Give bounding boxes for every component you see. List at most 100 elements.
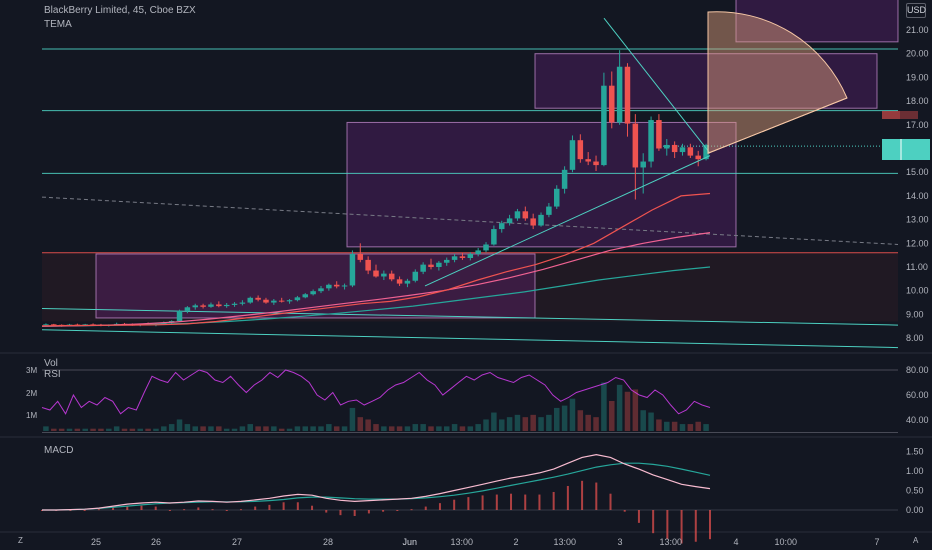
volume-bar [467, 426, 474, 431]
volume-bar [412, 424, 419, 431]
macd-histogram-bar [126, 505, 129, 510]
volume-bar [192, 426, 198, 431]
volume-bar [404, 426, 411, 431]
bottom-right-a-label[interactable]: A [913, 536, 919, 545]
price-axis-tick: 20.00 [906, 49, 929, 59]
volume-bar [475, 424, 481, 431]
volume-bar [671, 421, 678, 431]
volume-bar [420, 424, 426, 431]
volume-bar [341, 426, 348, 431]
macd-histogram-bar [97, 509, 100, 511]
macd-histogram-bar [339, 510, 342, 516]
volume-bar [648, 412, 654, 431]
price-axis-tick: 18.00 [906, 96, 929, 106]
fan-edge-line [707, 97, 848, 154]
macd-axis-tick: 0.00 [906, 505, 924, 515]
volume-bar [161, 426, 167, 431]
alert-marker [882, 111, 900, 119]
macd-histogram-bar [467, 497, 470, 510]
macd-histogram-bar [311, 505, 314, 510]
x-axis-tick: 25 [91, 537, 101, 547]
candle-body [239, 302, 246, 304]
candle-body [176, 310, 183, 322]
volume-bar [396, 426, 403, 431]
macd-histogram-bar [197, 507, 200, 510]
macd-histogram-bar [168, 510, 171, 511]
macd-axis-tick: 1.50 [906, 447, 924, 457]
candle-body [498, 223, 505, 230]
macd-histogram-bar [140, 505, 143, 510]
volume-bar [593, 417, 599, 431]
currency-badge[interactable]: USD [906, 3, 926, 18]
macd-histogram-bar [680, 510, 683, 544]
candle-body [357, 253, 364, 260]
macd-histogram-bar [254, 506, 257, 510]
candle-body [522, 211, 529, 219]
macd-signal-line [42, 462, 711, 511]
macd-histogram-bar [268, 504, 271, 510]
volume-pane-label[interactable]: Vol [44, 358, 58, 369]
volume-bar [208, 426, 214, 431]
candle-body [161, 322, 167, 324]
macd-histogram-bar [566, 485, 569, 510]
macd-histogram-bar [112, 507, 115, 510]
volume-bar [506, 417, 513, 431]
volume-bar [184, 424, 191, 431]
candle-body [318, 288, 324, 292]
volume-bar [483, 419, 489, 431]
candle-body [286, 300, 293, 302]
macd-pane-label[interactable]: MACD [44, 445, 74, 456]
candle-body [310, 291, 316, 295]
volume-bar [168, 424, 175, 431]
macd-histogram-bar [595, 482, 598, 510]
x-axis-tick: 7 [875, 537, 880, 547]
indicator-label-tema[interactable]: TEMA [44, 19, 72, 30]
tema-line [41, 192, 711, 327]
volume-bar [381, 426, 387, 431]
volume-bar [58, 428, 65, 431]
price-axis-tick: 17.00 [906, 120, 929, 130]
volume-bar [443, 426, 450, 431]
volume-bar [530, 414, 536, 431]
volume-bar [223, 428, 230, 431]
candle-body [43, 324, 49, 326]
volume-bar [239, 426, 246, 431]
volume-bar [74, 428, 81, 431]
candle-body [184, 307, 191, 311]
price-axis-tick: 10.00 [906, 286, 929, 296]
macd-histogram-bar [410, 509, 413, 511]
macd-histogram-bar [296, 502, 299, 510]
macd-histogram-bar [239, 509, 242, 511]
x-axis-tick: 3 [618, 537, 623, 547]
volume-bar [82, 428, 88, 431]
candle-body [381, 273, 387, 277]
candle-body [223, 304, 230, 307]
rsi-pane-label[interactable]: RSI [44, 369, 61, 380]
volume-bar [451, 424, 458, 431]
trend-line [41, 307, 899, 326]
candle-body [506, 218, 513, 224]
volume-bar [491, 412, 497, 431]
candle-body [396, 279, 403, 284]
volume-bar [679, 424, 686, 431]
candle-body [451, 256, 458, 260]
volume-bar [656, 419, 662, 431]
rsi-axis-tick: 40.00 [906, 415, 929, 425]
candle-body [679, 147, 686, 153]
volume-bar [616, 384, 623, 431]
volume-bar [365, 419, 371, 431]
volume-bar [153, 428, 159, 431]
bottom-left-z-label[interactable]: Z [18, 536, 23, 545]
candle-body [593, 161, 599, 166]
dashed-trend-line [41, 196, 899, 245]
candle-body [341, 285, 348, 287]
candle-body [671, 144, 678, 153]
candle-body [514, 211, 521, 219]
candle-body [208, 304, 214, 307]
macd-histogram-bar [154, 506, 157, 510]
candle-body [624, 66, 631, 124]
candle-body [255, 297, 261, 300]
candle-body [632, 123, 639, 168]
x-axis-tick: 28 [323, 537, 333, 547]
